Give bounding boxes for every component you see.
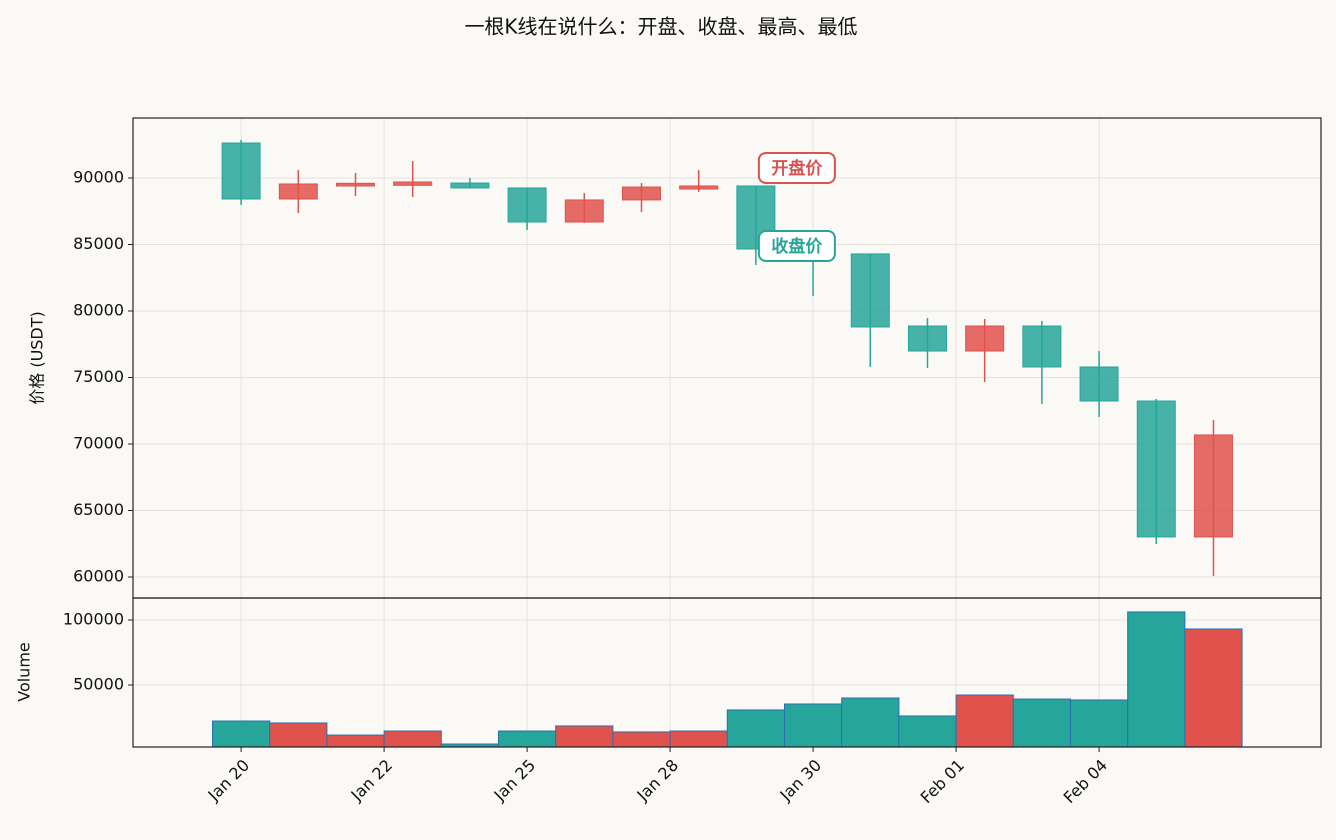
- candle-body: [1079, 366, 1119, 402]
- candle-body: [679, 185, 719, 190]
- volume-bar: [612, 731, 671, 748]
- candle-body: [335, 182, 375, 187]
- annotation-text: 收盘价: [771, 236, 823, 257]
- y-tick-label: 50000: [73, 675, 124, 694]
- chart-title: 一根K线在说什么：开盘、收盘、最高、最低: [464, 15, 857, 39]
- candle-body: [736, 185, 776, 250]
- volume-bar: [841, 697, 900, 748]
- candle-body: [907, 325, 947, 352]
- candle-body: [965, 325, 1005, 352]
- y-tick-label: 85000: [73, 234, 124, 253]
- volume-bar: [1127, 611, 1186, 748]
- volume-bar: [955, 694, 1014, 748]
- volume-bar: [1069, 699, 1129, 748]
- volume-axis-label: Volume: [15, 642, 34, 702]
- candle-body: [850, 253, 890, 328]
- y-tick-label: 100000: [63, 609, 124, 628]
- candle-body: [450, 182, 490, 189]
- volume-bar: [212, 720, 271, 748]
- candle-body: [1136, 400, 1176, 538]
- y-tick-label: 90000: [73, 167, 124, 186]
- y-tick-label: 80000: [73, 300, 124, 319]
- candle-body: [564, 199, 604, 223]
- y-axis-label: 价格 (USDT): [28, 311, 47, 405]
- y-tick-label: 60000: [73, 566, 124, 585]
- y-tick-label: 75000: [73, 367, 124, 386]
- volume-frame: [132, 597, 1322, 748]
- volume-bar: [1012, 698, 1071, 748]
- volume-bar: [555, 725, 614, 748]
- volume-bar: [326, 734, 385, 748]
- volume-bar: [783, 703, 843, 748]
- annotation-text: 开盘价: [771, 158, 823, 179]
- volume-bar: [726, 709, 785, 748]
- candle-body: [221, 142, 261, 200]
- y-tick-label: 70000: [73, 433, 124, 452]
- candle-body: [621, 186, 661, 201]
- annotation-box: [757, 151, 836, 184]
- volume-bar: [1184, 628, 1243, 748]
- volume-bar: [383, 730, 442, 748]
- volume-bar: [269, 722, 328, 748]
- candle-body: [393, 181, 433, 186]
- candle-body: [1193, 434, 1233, 538]
- volume-bar: [898, 715, 957, 748]
- candle-body: [507, 187, 547, 223]
- volume-bar: [669, 730, 728, 748]
- candle-body: [1022, 325, 1062, 368]
- candle-body: [278, 183, 318, 200]
- volume-bar: [497, 730, 557, 748]
- y-tick-label: 65000: [73, 500, 124, 519]
- annotation-box: [757, 230, 836, 263]
